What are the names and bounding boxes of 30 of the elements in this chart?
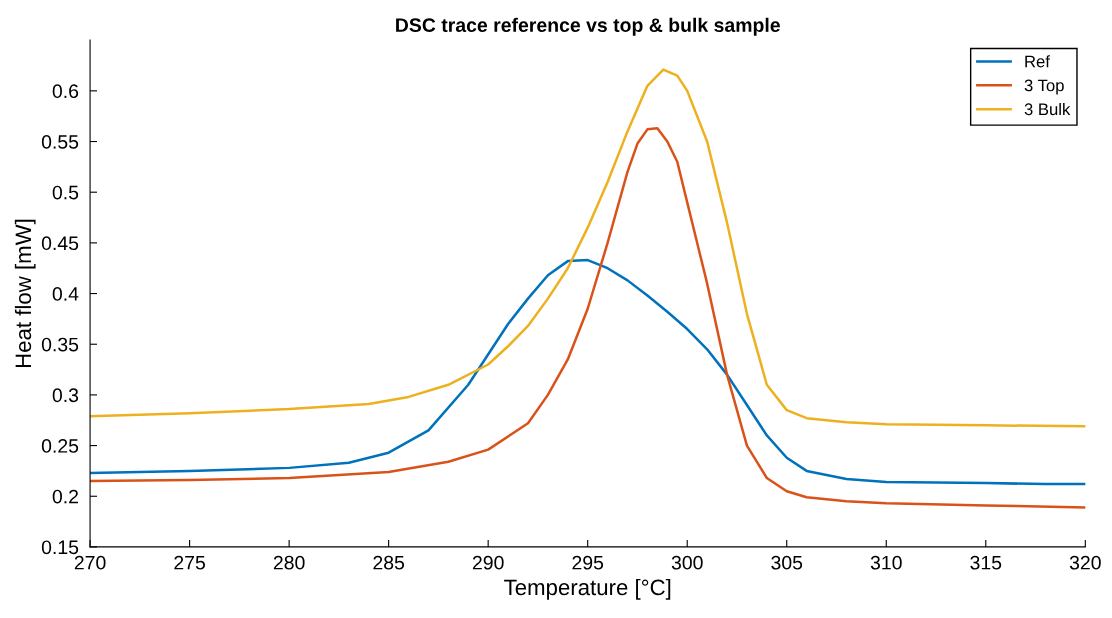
x-tick-label: 320 — [1069, 555, 1101, 570]
y-tick-label: 0.6 — [52, 84, 79, 99]
x-tick-label: 290 — [472, 555, 504, 570]
y-tick-label: 0.4 — [52, 287, 79, 301]
y-tick-label: 0.3 — [52, 388, 79, 403]
line-series — [90, 258, 1086, 486]
x-tick-label: 285 — [373, 555, 405, 570]
x-tick-label: 280 — [273, 555, 305, 570]
x-tick-label: 275 — [174, 555, 205, 570]
x-tick-label: 310 — [870, 555, 902, 570]
x-axis-title: Temperature [°C] — [504, 578, 671, 600]
y-tick-label: 0.55 — [41, 134, 79, 149]
x-tick-label: 300 — [671, 555, 703, 570]
y-tick-label: 0.25 — [41, 439, 79, 453]
legend-label: 3 Bulk — [1024, 102, 1071, 116]
y-tick-label: 0.5 — [52, 185, 79, 200]
y-tick-label: 0.35 — [41, 337, 79, 352]
x-tick-label: 295 — [572, 555, 604, 570]
chart-title: DSC trace reference vs top & bulk sample — [396, 17, 780, 36]
line-series — [90, 127, 1086, 509]
line-series — [90, 68, 1086, 428]
x-tick-label: 270 — [74, 555, 106, 570]
y-axis-title: Heat flow [mW] — [14, 219, 36, 368]
x-tick-label: 305 — [771, 555, 803, 570]
y-tick-label: 0.2 — [52, 489, 78, 504]
x-tick-label: 315 — [970, 555, 1002, 570]
legend-label: 3 Top — [1024, 79, 1064, 95]
legend-label: Ref — [1025, 55, 1050, 68]
y-tick-label: 0.45 — [41, 236, 79, 251]
y-tick-label: 0.15 — [41, 540, 79, 555]
